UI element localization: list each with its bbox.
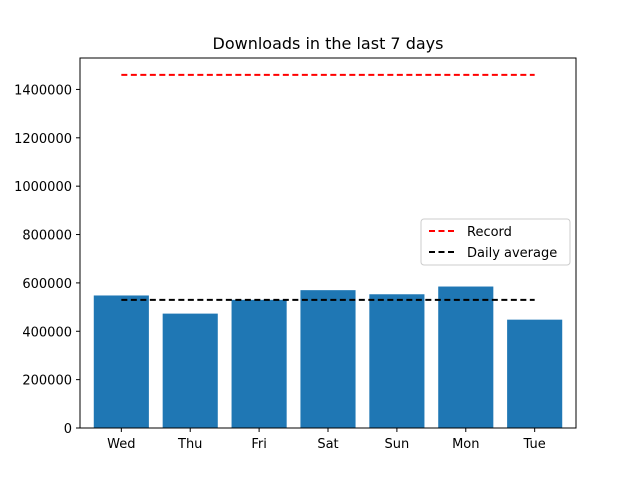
x-tick-label: Wed [107,437,135,452]
y-tick-label: 200000 [22,374,72,389]
x-tick-label: Thu [177,437,202,452]
x-axis: Wed Thu Fri Sat Sun Mon Tue [107,428,546,452]
x-tick-label: Sat [317,437,338,452]
x-tick-label: Fri [251,437,267,452]
x-tick-label: Sun [385,437,410,452]
legend-record-label: Record [467,225,512,240]
y-tick-label: 0 [64,422,72,437]
y-tick-label: 600000 [22,277,72,292]
y-tick-label: 1200000 [14,132,72,147]
bar-wed [93,295,149,428]
y-tick-label: 1000000 [14,180,72,195]
y-tick-label: 1400000 [14,83,72,98]
bar-fri [231,299,287,428]
bar-series [93,286,563,428]
x-tick-label: Tue [523,437,546,452]
bar-tue [507,319,563,428]
bar-thu [162,313,218,428]
legend-box [420,218,571,266]
bar-mon [438,286,494,428]
y-tick-label: 800000 [22,229,72,244]
bar-sat [300,290,356,428]
plot-frame [79,57,577,429]
legend-average-label: Daily average [467,246,557,261]
legend: Record Daily average [420,218,571,266]
x-tick-label: Mon [452,437,479,452]
bar-sun [369,294,425,428]
chart-title: Downloads in the last 7 days [213,34,444,53]
reference-lines [121,73,535,301]
y-axis: 0 200000 400000 600000 800000 1000000 1200000 1… [14,83,80,437]
y-tick-label: 400000 [22,325,72,340]
